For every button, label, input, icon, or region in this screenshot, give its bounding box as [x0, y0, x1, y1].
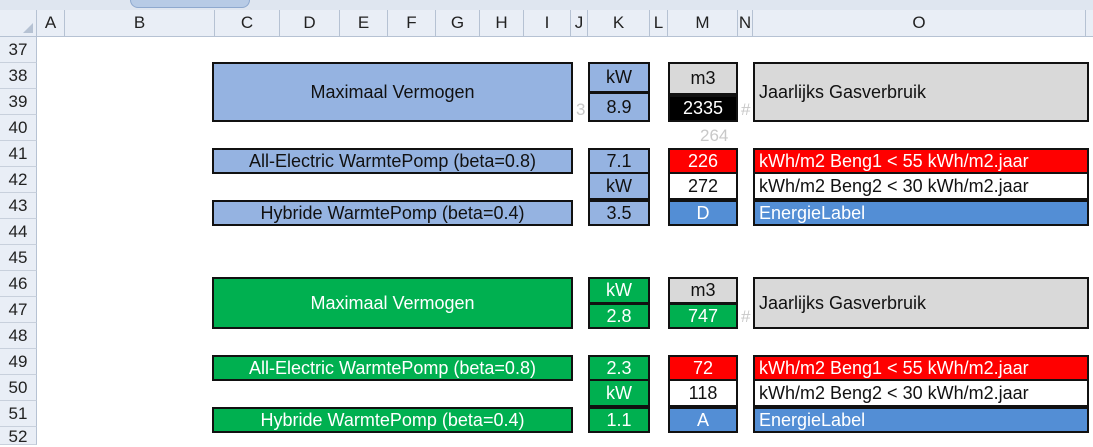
blue-beng2-value-cell[interactable]: 272: [668, 174, 738, 200]
column-header-o[interactable]: O: [753, 10, 1086, 37]
ribbon-strip: [0, 0, 1093, 10]
row-header-47[interactable]: 47: [0, 297, 37, 323]
green-m3-unit-cell[interactable]: m3: [668, 277, 738, 304]
blue-gas-label-cell[interactable]: Jaarlijks Gasverbruik: [753, 62, 1089, 122]
row-header-41[interactable]: 41: [0, 141, 37, 167]
column-header-p[interactable]: [1086, 10, 1093, 37]
blue-m3-unit-cell[interactable]: m3: [668, 62, 738, 95]
sheet-tab[interactable]: [130, 0, 250, 8]
blue-all-electric-cell[interactable]: All-Electric WarmtePomp (beta=0.8): [212, 148, 573, 174]
column-header-e[interactable]: E: [340, 10, 388, 37]
column-header-k[interactable]: K: [588, 10, 650, 37]
blue-overflow-digit: 3: [576, 100, 586, 119]
column-header-a[interactable]: A: [37, 10, 65, 37]
column-header-l[interactable]: L: [650, 10, 668, 37]
blue-m3-value-cell[interactable]: 2335: [668, 95, 738, 122]
column-header-b[interactable]: B: [65, 10, 215, 37]
row-header-52[interactable]: 52: [0, 427, 37, 446]
column-header-f[interactable]: F: [388, 10, 436, 37]
row-header-51[interactable]: 51: [0, 401, 37, 427]
blue-hyb-value-cell[interactable]: 3.5: [588, 200, 650, 226]
green-ae-kwh-cell[interactable]: 72: [668, 355, 738, 381]
blue-energielabel-cell[interactable]: EnergieLabel: [753, 200, 1089, 226]
row-header-42[interactable]: 42: [0, 167, 37, 193]
blue-faint-value: 264: [700, 126, 729, 145]
row-header-44[interactable]: 44: [0, 219, 37, 245]
row-header-46[interactable]: 46: [0, 271, 37, 297]
row-header-49[interactable]: 49: [0, 349, 37, 375]
green-hybride-cell[interactable]: Hybride WarmtePomp (beta=0.4): [212, 407, 573, 433]
green-energielabel-value-cell[interactable]: A: [668, 407, 738, 433]
row-header-40[interactable]: 40: [0, 115, 37, 141]
column-header-i[interactable]: I: [524, 10, 571, 37]
row-header-50[interactable]: 50: [0, 375, 37, 401]
row-header-43[interactable]: 43: [0, 193, 37, 219]
green-mid-kw-cell[interactable]: kW: [588, 381, 650, 407]
blue-mid-kw-cell[interactable]: kW: [588, 174, 650, 200]
blue-beng2-cell[interactable]: kWh/m2 Beng2 < 30 kWh/m2.jaar: [753, 174, 1089, 200]
green-ae-value-cell[interactable]: 2.3: [588, 355, 650, 381]
row-header-37[interactable]: 37: [0, 37, 37, 63]
green-kw-unit-cell[interactable]: kW: [588, 277, 650, 304]
row-header-38[interactable]: 38: [0, 63, 37, 89]
green-m3-value-cell[interactable]: 747: [668, 304, 738, 329]
blue-kw-unit-cell[interactable]: kW: [588, 62, 650, 93]
blue-hybride-cell[interactable]: Hybride WarmtePomp (beta=0.4): [212, 200, 573, 226]
green-kw-value-cell[interactable]: 2.8: [588, 304, 650, 329]
row-header-48[interactable]: 48: [0, 323, 37, 349]
column-header-h[interactable]: H: [480, 10, 524, 37]
blue-overflow-hash: #: [741, 100, 751, 119]
row-header-45[interactable]: 45: [0, 245, 37, 271]
column-header-n[interactable]: N: [738, 10, 753, 37]
blue-beng1-cell[interactable]: kWh/m2 Beng1 < 55 kWh/m2.jaar: [753, 148, 1089, 174]
blue-kw-value-cell[interactable]: 8.9: [588, 93, 650, 122]
green-gas-label-cell[interactable]: Jaarlijks Gasverbruik: [753, 277, 1089, 329]
green-beng2-cell[interactable]: kWh/m2 Beng2 < 30 kWh/m2.jaar: [753, 381, 1089, 407]
column-header-c[interactable]: C: [215, 10, 280, 37]
blue-energielabel-value-cell[interactable]: D: [668, 200, 738, 226]
row-header-39[interactable]: 39: [0, 89, 37, 115]
blue-ae-kwh-cell[interactable]: 226: [668, 148, 738, 174]
green-hyb-value-cell[interactable]: 1.1: [588, 407, 650, 433]
green-beng1-cell[interactable]: kWh/m2 Beng1 < 55 kWh/m2.jaar: [753, 355, 1089, 381]
blue-max-vermogen-cell[interactable]: Maximaal Vermogen: [212, 62, 573, 122]
blue-ae-value-cell[interactable]: 7.1: [588, 148, 650, 174]
green-all-electric-cell[interactable]: All-Electric WarmtePomp (beta=0.8): [212, 355, 573, 381]
green-energielabel-cell[interactable]: EnergieLabel: [753, 407, 1089, 433]
select-all-corner[interactable]: [0, 10, 37, 37]
column-header-d[interactable]: D: [280, 10, 340, 37]
green-max-vermogen-cell[interactable]: Maximaal Vermogen: [212, 277, 573, 329]
column-header-g[interactable]: G: [436, 10, 480, 37]
column-header-m[interactable]: M: [668, 10, 738, 37]
column-header-j[interactable]: J: [571, 10, 588, 37]
green-beng2-value-cell[interactable]: 118: [668, 381, 738, 407]
green-overflow-hash: #: [741, 307, 751, 326]
